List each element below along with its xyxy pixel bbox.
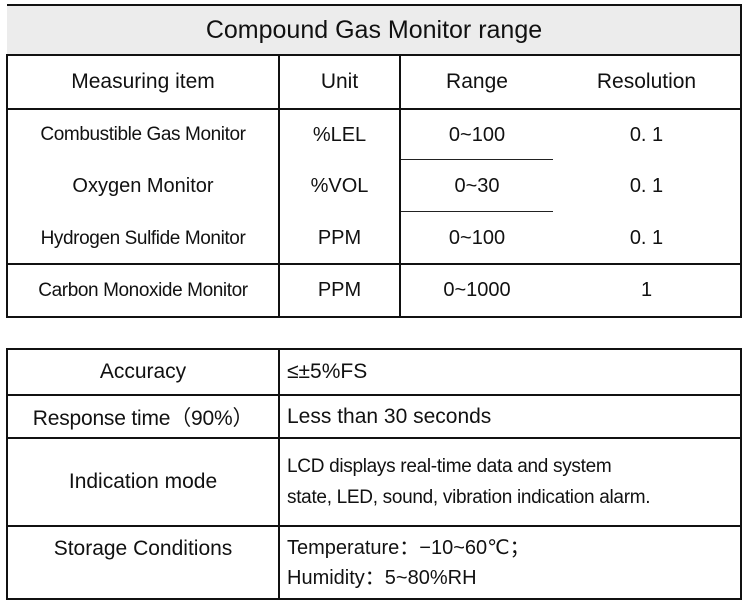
spec-border-right — [740, 348, 742, 600]
spec-border-top — [7, 348, 741, 350]
spec-value-indication-mode-line-1: LCD displays real-time data and system — [287, 456, 612, 477]
row-1-unit: %LEL — [312, 123, 367, 146]
row-1-resolution: 0. 1 — [629, 123, 664, 146]
table-title-band — [7, 5, 741, 55]
spec-divider-2 — [7, 437, 741, 439]
spec-label-storage-conditions: Storage Conditions — [53, 537, 233, 560]
spec-divider-3 — [7, 525, 741, 527]
table-title: Compound Gas Monitor range — [205, 15, 543, 44]
row-3-unit: PPM — [317, 227, 362, 249]
row-divider-3 — [7, 263, 741, 265]
spec-value-response-time: Less than 30 seconds — [287, 396, 737, 437]
spec-label-accuracy: Accuracy — [99, 360, 187, 383]
row-4-range: 0~1000 — [443, 279, 511, 301]
spec-label-response-time: Response time（90%） — [32, 406, 254, 430]
spec-border-left — [6, 348, 8, 600]
spec-border-bottom — [7, 598, 741, 600]
spec-divider-1 — [7, 394, 741, 396]
spec-col-divider — [278, 348, 280, 600]
header-resolution: Resolution — [596, 70, 697, 93]
row-4-unit: PPM — [317, 279, 362, 301]
header-divider — [7, 108, 741, 110]
row-4-item: Carbon Monoxide Monitor — [38, 279, 248, 301]
row-1-range: 0~100 — [448, 123, 506, 146]
row-4-resolution: 1 — [640, 279, 653, 301]
col-divider-1 — [278, 54, 280, 318]
spec-value-indication-mode-line-2: state, LED, sound, vibration indication … — [287, 487, 651, 508]
table-border-right — [740, 4, 742, 318]
spec-value-indication-mode: LCD displays real-time data and system s… — [287, 441, 739, 523]
table-border-top — [7, 4, 741, 6]
row-3-range: 0~100 — [448, 227, 506, 249]
title-divider — [7, 54, 741, 56]
spec-value-response-time-line-1: Less than 30 seconds — [287, 404, 492, 428]
spec-value-storage-conditions: Temperature：−10~60℃； Humidity：5~80%RH — [287, 529, 737, 597]
row-2-resolution: 0. 1 — [629, 175, 664, 197]
header-range: Range — [446, 70, 508, 93]
row-2-item: Oxygen Monitor — [72, 175, 214, 197]
range-divider-2 — [400, 211, 553, 212]
row-3-item: Hydrogen Sulfide Monitor — [40, 227, 246, 249]
spec-value-storage-line-2: Humidity：5~80%RH — [287, 567, 477, 589]
spec-value-accuracy: ≤±5%FS — [287, 350, 737, 394]
table-border-bottom — [7, 316, 741, 318]
row-3-resolution: 0. 1 — [629, 227, 664, 249]
row-2-range: 0~30 — [454, 175, 500, 197]
header-unit: Unit — [320, 70, 359, 93]
spec-value-storage-line-1: Temperature：−10~60℃； — [287, 537, 530, 559]
table-border-left — [6, 54, 8, 318]
row-1-item: Combustible Gas Monitor — [40, 124, 246, 145]
range-divider-1 — [400, 159, 553, 160]
col-divider-2 — [399, 54, 401, 318]
header-measuring-item: Measuring item — [71, 70, 215, 93]
spec-value-accuracy-line-1: ≤±5%FS — [287, 360, 368, 383]
row-2-unit: %VOL — [310, 175, 369, 197]
spec-label-indication-mode: Indication mode — [68, 470, 218, 493]
